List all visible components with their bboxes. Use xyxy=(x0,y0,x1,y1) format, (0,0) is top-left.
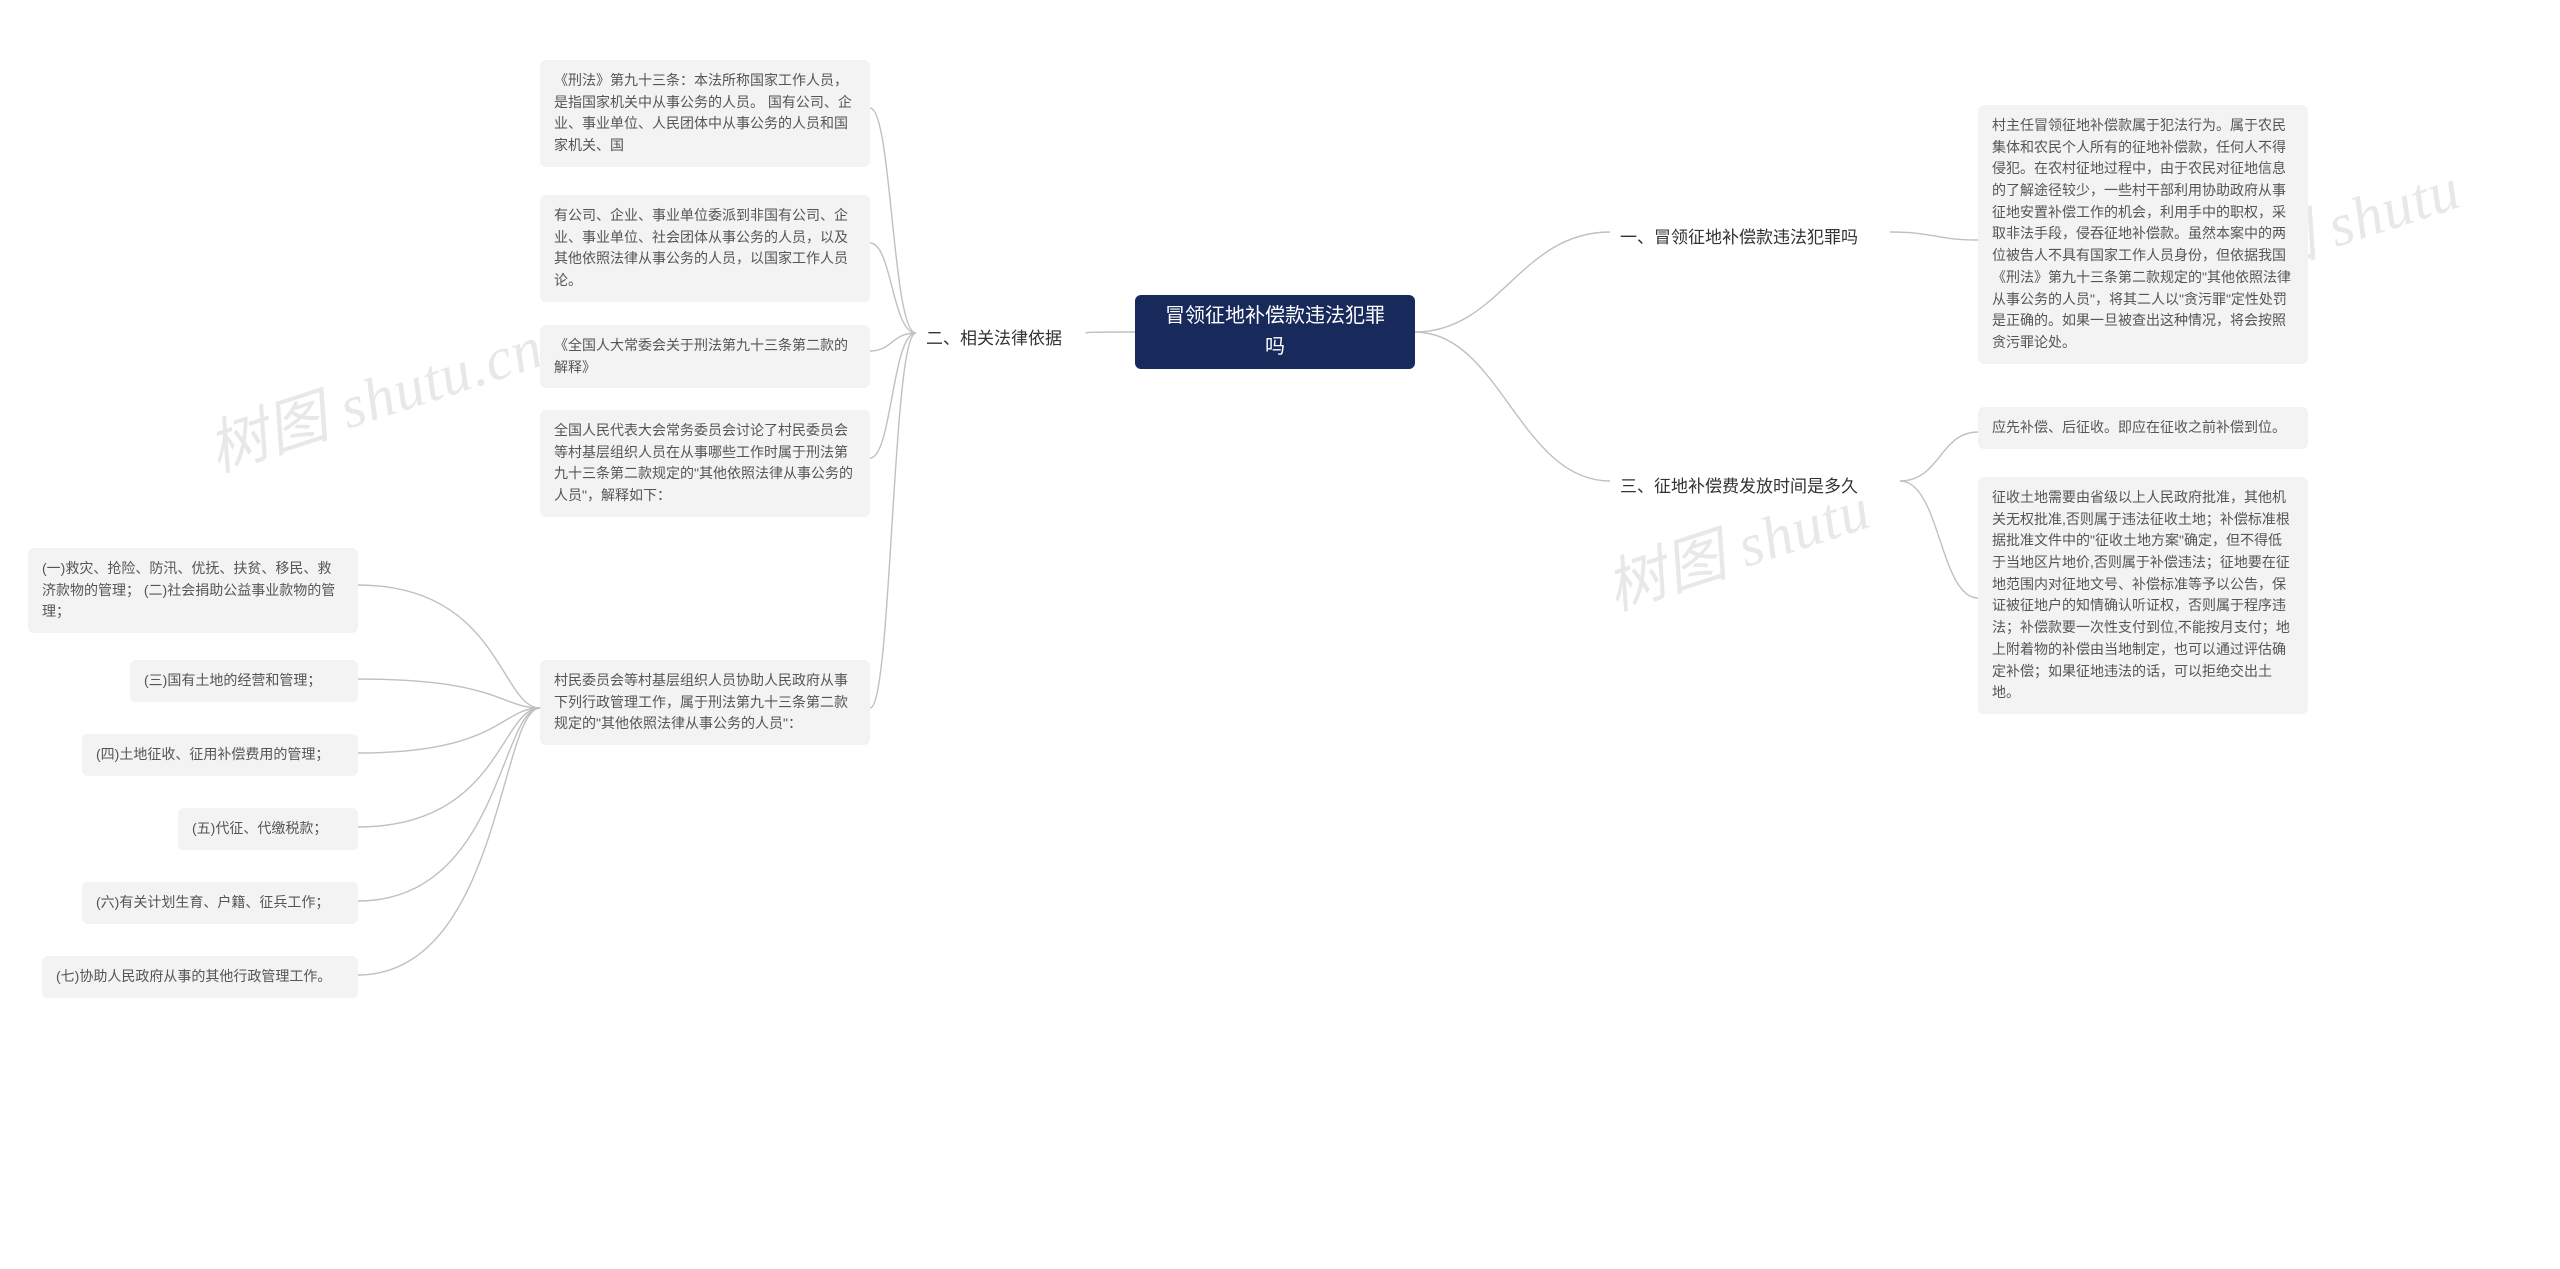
branch-r1[interactable]: 一、冒领征地补偿款违法犯罪吗 xyxy=(1610,217,1868,259)
leaf-l2e5[interactable]: (六)有关计划生育、户籍、征兵工作； xyxy=(82,882,358,924)
leaf-l2a[interactable]: 《刑法》第九十三条：本法所称国家工作人员，是指国家机关中从事公务的人员。 国有公… xyxy=(540,60,870,167)
leaf-l2c[interactable]: 《全国人大常委会关于刑法第九十三条第二款的解释》 xyxy=(540,325,870,388)
leaf-l2d[interactable]: 全国人民代表大会常务委员会讨论了村民委员会等村基层组织人员在从事哪些工作时属于刑… xyxy=(540,410,870,517)
leaf-l2e3[interactable]: (四)土地征收、征用补偿费用的管理； xyxy=(82,734,358,776)
leaf-l2b[interactable]: 有公司、企业、事业单位委派到非国有公司、企业、事业单位、社会团体从事公务的人员，… xyxy=(540,195,870,302)
leaf-r3b[interactable]: 征收土地需要由省级以上人民政府批准，其他机关无权批准,否则属于违法征收土地；补偿… xyxy=(1978,477,2308,714)
leaf-r3a[interactable]: 应先补偿、后征收。即应在征收之前补偿到位。 xyxy=(1978,407,2308,449)
leaf-l2e4[interactable]: (五)代征、代缴税款； xyxy=(178,808,358,850)
root-node[interactable]: 冒领征地补偿款违法犯罪 吗 xyxy=(1135,295,1415,369)
leaf-l2e[interactable]: 村民委员会等村基层组织人员协助人民政府从事下列行政管理工作，属于刑法第九十三条第… xyxy=(540,660,870,745)
branch-l2[interactable]: 二、相关法律依据 xyxy=(916,318,1072,360)
leaf-l2e1[interactable]: (一)救灾、抢险、防汛、优抚、扶贫、移民、救济款物的管理； (二)社会捐助公益事… xyxy=(28,548,358,633)
mindmap-canvas: 树图 shutu.cn 树图 shutu 树图 shutu 冒领征地补偿款违法犯… xyxy=(0,0,2560,1269)
branch-r3[interactable]: 三、征地补偿费发放时间是多久 xyxy=(1610,466,1868,508)
leaf-l2e2[interactable]: (三)国有土地的经营和管理； xyxy=(130,660,358,702)
root-text-line1: 冒领征地补偿款违法犯罪 xyxy=(1165,305,1385,327)
leaf-l2e6[interactable]: (七)协助人民政府从事的其他行政管理工作。 xyxy=(42,956,358,998)
watermark: 树图 shutu.cn xyxy=(195,298,553,488)
leaf-r1a[interactable]: 村主任冒领征地补偿款属于犯法行为。属于农民集体和农民个人所有的征地补偿款，任何人… xyxy=(1978,105,2308,364)
root-text-line2: 吗 xyxy=(1265,336,1285,358)
